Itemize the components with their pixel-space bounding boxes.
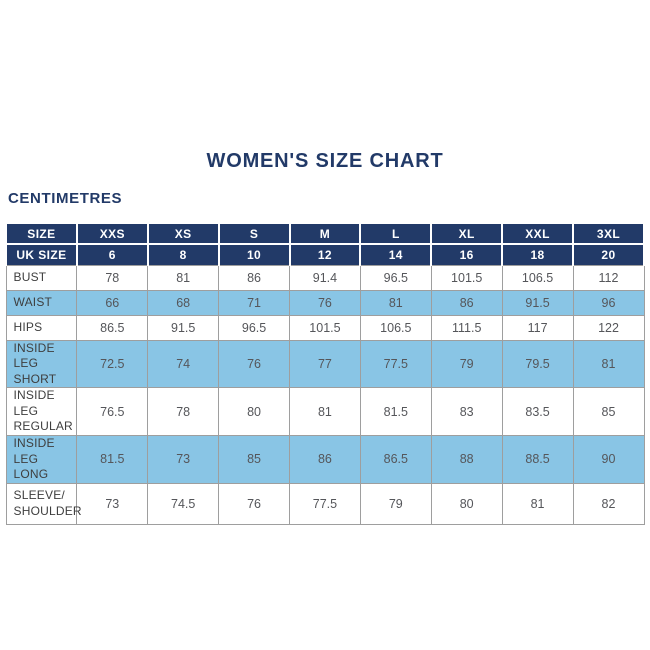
measurement-value: 101.5 (430, 264, 503, 291)
measurement-value: 81 (147, 264, 220, 291)
measurement-value: 86 (218, 264, 290, 291)
measurement-value: 73 (76, 482, 149, 525)
measurement-value: 80 (218, 387, 290, 437)
page-title: WOMEN'S SIZE CHART (206, 150, 444, 172)
measurement-value: 86 (289, 435, 361, 484)
table-row: INSIDE LEG REGULAR 76.5 78 80 81 81.5 83 83.5 85 (5, 387, 645, 437)
measurement-value: 71 (218, 289, 290, 316)
measurement-value: 77.5 (289, 482, 361, 525)
size-col-header: XXS (75, 222, 149, 245)
measurement-value: 74.5 (147, 482, 220, 525)
measurement-value: 83.5 (501, 387, 574, 437)
measurement-value: 106.5 (359, 314, 432, 341)
measurement-value: 111.5 (430, 314, 503, 341)
table-row: INSIDE LEG LONG 81.5 73 85 86 86.5 88 88.5 90 (5, 435, 645, 484)
size-col-header: S (217, 222, 291, 245)
measurement-value: 81 (289, 387, 361, 437)
measurement-value: 73 (147, 435, 220, 484)
measurement-label: INSIDE LEG LONG (5, 435, 78, 484)
size-col-header: XXL (501, 222, 574, 245)
measurement-value: 79 (430, 339, 503, 389)
measurement-value: 78 (147, 387, 220, 437)
measurement-value: 83 (430, 387, 503, 437)
measurement-value: 96 (572, 289, 645, 316)
table-row: INSIDE LEG SHORT 72.5 74 76 77 77.5 79 79.5 81 (5, 339, 645, 389)
measurement-value: 81 (501, 482, 574, 525)
measurement-value: 79.5 (501, 339, 574, 389)
measurement-value: 76 (218, 339, 290, 389)
measurement-value: 77 (289, 339, 361, 389)
size-col-header: 3XL (572, 222, 645, 245)
uk-size-header-row: UK SIZE 6 8 10 12 14 16 18 20 (5, 243, 645, 266)
measurement-value: 72.5 (76, 339, 149, 389)
table-row: WAIST 66 68 71 76 81 86 91.5 96 (5, 289, 645, 316)
size-chart-header: SIZE XXS XS S M L XL XXL 3XL UK SIZE 6 8 10 12 14 16 18… (5, 222, 645, 266)
measurement-value: 76 (218, 482, 290, 525)
measurement-value: 74 (147, 339, 220, 389)
measurement-value: 81 (572, 339, 645, 389)
measurement-value: 91.5 (147, 314, 220, 341)
uk-size-col-header: 6 (75, 243, 149, 266)
uk-size-col-header: 10 (217, 243, 291, 266)
measurement-value: 96.5 (218, 314, 290, 341)
unit-subtitle: CENTIMETRES (8, 190, 123, 207)
measurement-value: 78 (76, 264, 149, 291)
measurement-value: 81.5 (76, 435, 149, 484)
uk-size-col-header: 18 (501, 243, 574, 266)
measurement-label: BUST (5, 264, 78, 291)
measurement-label: HIPS (5, 314, 78, 341)
measurement-value: 77.5 (359, 339, 432, 389)
measurement-label: INSIDE LEG SHORT (5, 339, 78, 389)
uk-size-col-header: 12 (288, 243, 362, 266)
uk-size-col-header: 8 (146, 243, 220, 266)
size-col-header: L (359, 222, 433, 245)
measurement-value: 76 (289, 289, 361, 316)
measurement-value: 101.5 (289, 314, 361, 341)
size-header-row: SIZE XXS XS S M L XL XXL 3XL (5, 222, 645, 245)
measurement-value: 81.5 (359, 387, 432, 437)
measurement-value: 91.5 (501, 289, 574, 316)
measurement-value: 79 (359, 482, 432, 525)
measurement-value: 88.5 (501, 435, 574, 484)
measurement-value: 86.5 (359, 435, 432, 484)
measurement-value: 88 (430, 435, 503, 484)
measurement-value: 86 (430, 289, 503, 316)
table-row: BUST 78 81 86 91.4 96.5 101.5 106.5 112 (5, 264, 645, 291)
measurement-value: 117 (501, 314, 574, 341)
measurement-label: WAIST (5, 289, 78, 316)
measurement-value: 66 (76, 289, 149, 316)
measurement-value: 76.5 (76, 387, 149, 437)
size-col-header: M (288, 222, 362, 245)
size-chart-body: BUST 78 81 86 91.4 96.5 101.5 106.5 112 WAIST 66 68… (5, 264, 645, 525)
uk-size-header-label: UK SIZE (5, 243, 78, 266)
table-row: HIPS 86.5 91.5 96.5 101.5 106.5 111.5 117 122 (5, 314, 645, 341)
uk-size-col-header: 14 (359, 243, 433, 266)
measurement-value: 80 (430, 482, 503, 525)
size-header-label: SIZE (5, 222, 78, 245)
measurement-value: 91.4 (289, 264, 361, 291)
measurement-value: 90 (572, 435, 645, 484)
measurement-value: 122 (572, 314, 645, 341)
measurement-value: 68 (147, 289, 220, 316)
measurement-value: 86.5 (76, 314, 149, 341)
measurement-value: 85 (572, 387, 645, 437)
uk-size-col-header: 20 (572, 243, 645, 266)
measurement-value: 106.5 (501, 264, 574, 291)
measurement-value: 96.5 (359, 264, 432, 291)
measurement-label: SLEEVE/ SHOULDER (5, 482, 82, 525)
size-col-header: XL (430, 222, 504, 245)
measurement-value: 82 (572, 482, 645, 525)
measurement-value: 85 (218, 435, 290, 484)
uk-size-col-header: 16 (430, 243, 504, 266)
measurement-label: INSIDE LEG REGULAR (5, 387, 78, 437)
size-chart-table: SIZE XXS XS S M L XL XXL 3XL UK SIZE 6 8 10 12 14 16 18… (5, 222, 645, 525)
measurement-value: 112 (572, 264, 645, 291)
size-col-header: XS (146, 222, 220, 245)
table-row: SLEEVE/ SHOULDER 73 74.5 76 77.5 79 80 81 82 (5, 482, 645, 525)
measurement-value: 81 (359, 289, 432, 316)
